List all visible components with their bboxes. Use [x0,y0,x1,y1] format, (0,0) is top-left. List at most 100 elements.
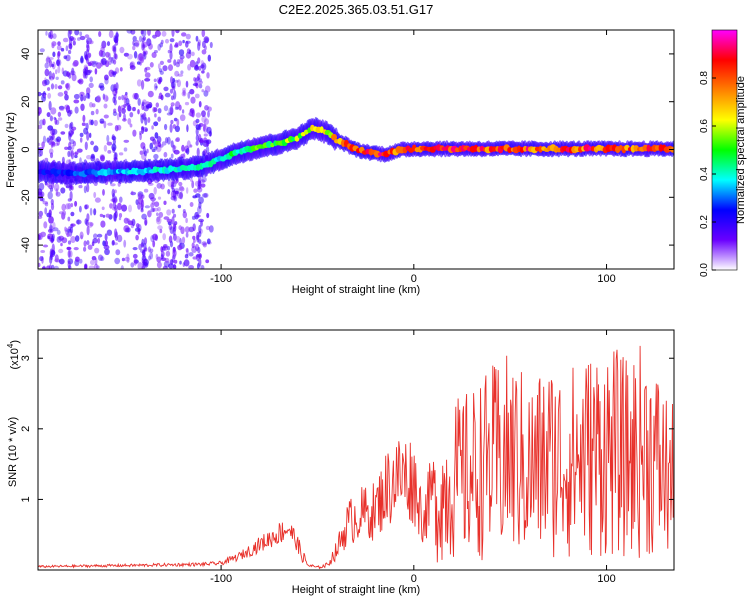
noise-streak [140,199,145,209]
noise-point [114,125,119,132]
noise-point [88,265,95,269]
noise-point [79,57,84,64]
noise-point [56,58,62,67]
noise-streak [84,218,88,225]
top-y-axis-label: Frequency (Hz) [5,112,17,188]
noise-point [203,123,207,127]
noise-point [38,124,43,130]
noise-point [64,104,70,110]
noise-point [118,217,122,221]
noise-point [91,241,95,247]
colorbar-tick-label: 0.6 [699,119,710,133]
noise-point [102,189,105,196]
noise-point [141,265,145,269]
noise-point [154,113,157,118]
noise-point [78,184,83,189]
noise-streak [113,44,117,52]
noise-point [123,139,130,143]
noise-point [156,182,162,189]
noise-point [60,242,63,247]
noise-streak [68,72,72,79]
noise-point [152,207,156,212]
noise-point [201,193,208,198]
noise-point [108,30,114,38]
noise-point [153,153,159,160]
noise-point [103,244,110,250]
noise-point [157,79,162,85]
noise-point [54,254,59,262]
noise-point [93,119,98,127]
noise-point [67,146,72,151]
noise-point [41,266,46,269]
noise-point [161,30,167,37]
noise-point [60,131,66,135]
noise-point [79,258,83,264]
noise-point [167,189,171,195]
noise-streak [197,179,201,187]
noise-point [131,190,134,196]
noise-point [170,153,174,159]
noise-point [147,90,154,98]
noise-point [122,118,127,122]
noise-point [124,256,130,262]
colorbar-label: Normalized spectral amplitude [735,76,747,224]
noise-streak [86,240,90,246]
noise-point [183,259,190,267]
noise-streak [172,213,177,218]
noise-point [50,107,57,115]
noise-point [73,247,79,251]
noise-point [103,120,107,129]
noise-point [82,114,86,123]
noise-point [153,146,158,150]
noise-streak [141,258,145,264]
noise-point [207,110,210,118]
noise-point [182,39,185,44]
top-x-tick-label: 0 [411,273,417,285]
noise-point [55,76,59,81]
noise-point [187,91,191,99]
noise-point [95,108,99,115]
noise-point [64,146,69,150]
noise-point [127,105,132,112]
noise-streak [113,93,117,100]
noise-point [155,102,159,108]
noise-point [162,65,168,72]
noise-point [157,63,161,70]
noise-point [191,180,195,189]
noise-point [200,264,205,269]
noise-streak [196,232,200,241]
ridge-point [319,126,324,134]
noise-streak [84,204,88,210]
noise-point [76,219,80,225]
noise-streak [113,59,117,65]
noise-point [63,90,68,96]
noise-point [90,259,95,266]
noise-point [201,110,206,117]
noise-streak [111,240,115,246]
noise-point [167,49,171,54]
noise-streak [195,140,199,146]
noise-point [130,191,137,196]
noise-streak [142,36,146,41]
noise-streak [198,257,202,267]
noise-streak [172,246,176,254]
noise-point [166,136,171,145]
noise-point [130,262,135,268]
top-y-tick-label: 0 [20,146,32,152]
noise-point [205,146,210,154]
noise-point [38,210,43,217]
y-multiplier-base: (x10 [9,348,21,369]
noise-point [209,41,213,49]
noise-streak [171,216,175,225]
noise-point [151,52,157,58]
noise-point [47,125,54,131]
noise-point [186,187,189,194]
noise-point [147,117,151,123]
noise-streak [49,115,54,122]
noise-streak [195,127,199,136]
noise-point [132,35,137,42]
noise-streak [173,264,177,269]
noise-point [164,257,170,263]
noise-point [143,188,149,193]
noise-point [48,57,54,60]
